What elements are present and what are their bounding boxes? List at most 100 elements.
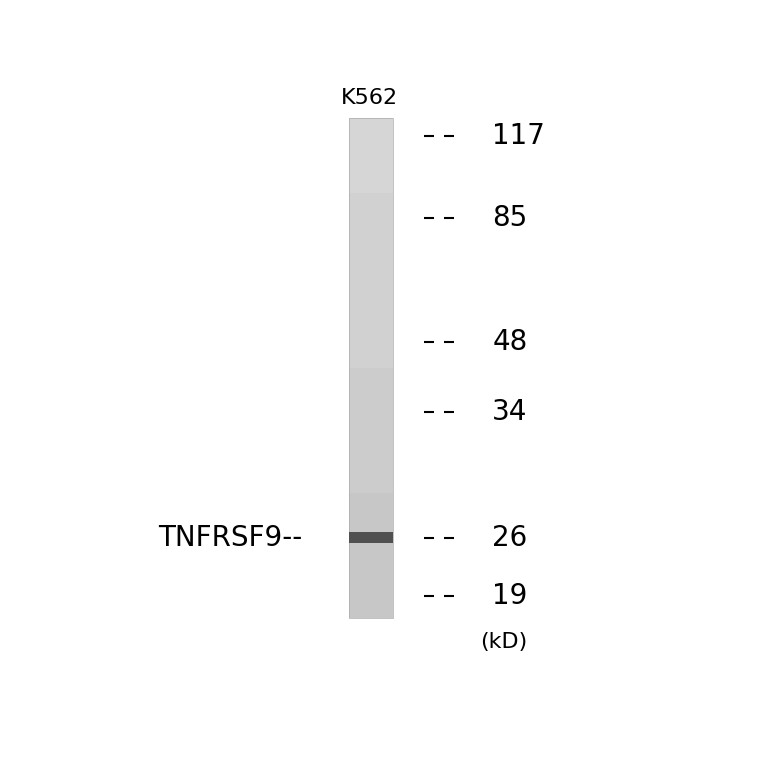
Bar — [348, 331, 393, 333]
Bar — [348, 283, 393, 285]
Bar — [348, 188, 393, 190]
Bar — [348, 383, 393, 385]
Bar — [348, 266, 393, 268]
Bar — [348, 601, 393, 604]
Bar — [348, 196, 393, 199]
Bar — [348, 134, 393, 137]
Bar — [348, 231, 393, 234]
Bar — [348, 184, 393, 186]
Bar — [348, 411, 393, 413]
Bar — [348, 138, 393, 140]
Bar — [348, 484, 393, 487]
Bar — [348, 319, 393, 322]
Bar — [348, 381, 393, 384]
Bar — [348, 566, 393, 568]
Bar — [348, 465, 393, 467]
Bar — [348, 451, 393, 454]
Bar — [348, 413, 393, 415]
Bar — [348, 487, 393, 490]
Bar — [348, 359, 393, 362]
Bar — [348, 426, 393, 429]
Bar — [348, 588, 393, 590]
Bar — [348, 157, 393, 160]
Bar — [348, 507, 393, 510]
Bar — [348, 455, 393, 457]
Bar — [348, 166, 393, 168]
Text: 85: 85 — [492, 204, 527, 232]
Bar — [348, 206, 393, 209]
Bar — [348, 558, 393, 560]
Bar — [348, 229, 393, 231]
Bar — [348, 517, 393, 520]
Bar — [348, 349, 393, 351]
Bar — [348, 144, 393, 147]
Bar — [348, 173, 393, 175]
Bar — [348, 604, 393, 607]
Bar — [348, 436, 393, 439]
Bar — [348, 578, 393, 580]
Bar — [348, 199, 393, 202]
Bar — [348, 374, 393, 377]
Bar — [348, 373, 393, 375]
Bar — [348, 243, 393, 245]
Bar — [348, 139, 393, 142]
Bar — [348, 441, 393, 443]
Bar — [348, 290, 393, 292]
Bar — [348, 616, 393, 619]
Bar — [348, 529, 393, 532]
Bar — [348, 361, 393, 364]
Bar — [348, 546, 393, 549]
Bar — [348, 339, 393, 342]
Bar — [348, 154, 393, 157]
Bar — [348, 191, 393, 193]
Bar — [348, 291, 393, 293]
Bar — [348, 579, 393, 582]
Bar — [348, 328, 393, 330]
Bar — [348, 611, 393, 613]
Bar — [348, 122, 393, 125]
Bar — [348, 257, 393, 260]
Bar — [348, 366, 393, 368]
Bar — [348, 193, 393, 195]
Text: K562: K562 — [341, 88, 397, 108]
Bar — [348, 238, 393, 240]
Bar — [348, 326, 393, 329]
Bar — [348, 533, 393, 535]
Bar — [348, 363, 393, 365]
Bar — [348, 428, 393, 430]
Bar — [348, 141, 393, 144]
Bar — [348, 299, 393, 302]
Bar — [348, 575, 393, 577]
Bar — [348, 147, 393, 150]
Bar — [348, 202, 393, 205]
Bar — [348, 439, 393, 442]
Bar — [348, 548, 393, 550]
Bar — [348, 499, 393, 502]
Bar — [348, 174, 393, 176]
Bar — [348, 424, 393, 427]
Bar — [348, 421, 393, 423]
Bar — [348, 384, 393, 387]
Bar — [348, 311, 393, 313]
Bar — [348, 387, 393, 390]
Bar — [348, 276, 393, 278]
Bar — [348, 235, 393, 237]
Bar — [348, 452, 393, 455]
Bar — [348, 267, 393, 270]
Bar — [348, 146, 393, 148]
Bar — [348, 493, 393, 495]
Bar — [348, 594, 393, 597]
Bar — [348, 324, 393, 327]
Bar — [348, 301, 393, 303]
Bar — [348, 316, 393, 319]
Bar — [348, 542, 393, 545]
Bar — [348, 471, 393, 474]
Bar — [348, 597, 393, 601]
Bar — [348, 489, 393, 492]
Bar — [348, 170, 393, 172]
Bar — [348, 448, 393, 450]
Bar — [348, 478, 393, 480]
Bar — [348, 544, 393, 547]
Bar — [348, 581, 393, 584]
Bar — [348, 348, 393, 350]
